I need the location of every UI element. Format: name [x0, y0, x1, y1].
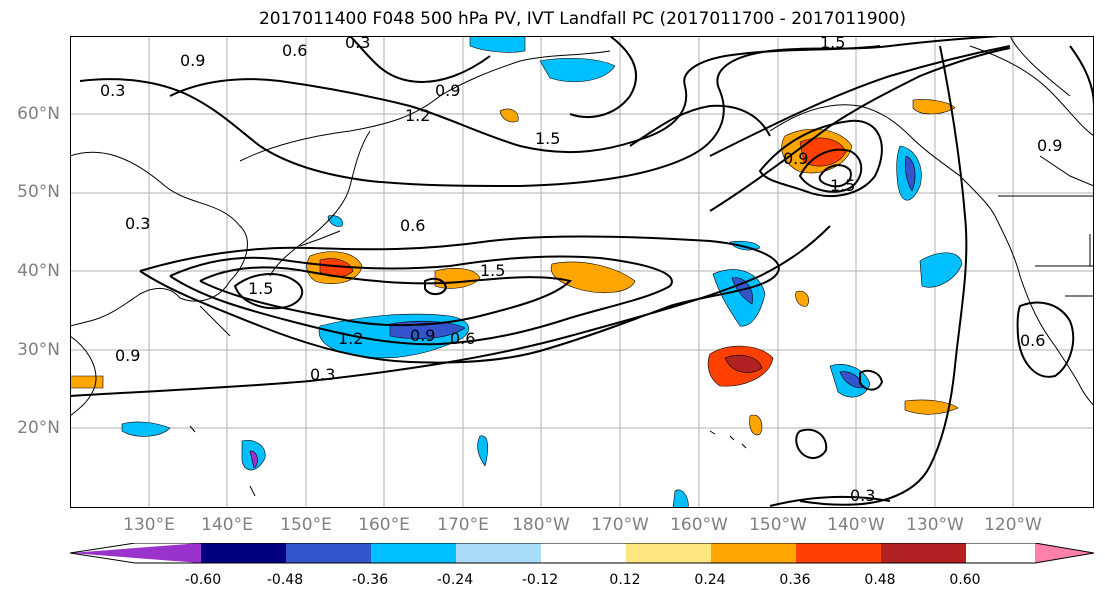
colorbar-segment [1035, 543, 1094, 563]
map-title: 2017011400 F048 500 hPa PV, IVT Landfall… [258, 9, 906, 29]
anomaly-negative [904, 155, 916, 192]
colorbar-segment [70, 543, 201, 563]
contour-label: 0.6 [450, 329, 475, 348]
contour-label: 0.3 [850, 486, 875, 505]
colorbar-tick-label: 0.36 [779, 572, 811, 588]
map-panel[interactable]: 0.3 0.3 0.3 0.3 0.3 0.6 0.6 0.6 0.6 0.9 … [70, 36, 1094, 508]
contour-label: 0.3 [345, 36, 370, 52]
colorbar-tick-label: 0.12 [609, 572, 641, 588]
anomaly-positive [499, 108, 519, 123]
lat-label: 40°N [17, 261, 60, 281]
colorbar-tick-label: -0.12 [521, 572, 559, 588]
colorbar-segment [711, 543, 796, 563]
anomaly-negative [672, 489, 689, 508]
contour-labels: 0.3 0.3 0.3 0.3 0.3 0.6 0.6 0.6 0.6 0.9 … [100, 36, 1062, 505]
anomaly-positive [904, 399, 959, 415]
lon-label: 130°E [123, 515, 175, 535]
contour-label: 0.9 [435, 81, 460, 100]
anomaly-positive [799, 137, 847, 167]
coastlines [70, 36, 1094, 497]
contour-label: 1.5 [248, 279, 273, 298]
colorbar-segment [541, 543, 626, 563]
colorbar-segment [456, 543, 541, 563]
contour-label: 0.3 [310, 365, 335, 384]
anomaly-negative [327, 215, 343, 227]
colorbar-tick-label: 0.24 [694, 572, 726, 588]
contour-label: 1.2 [338, 329, 363, 348]
contour-label: 1.2 [405, 106, 430, 125]
contour-label: 1.5 [535, 129, 560, 148]
lon-label: 150°E [280, 515, 332, 535]
anomaly-positive [70, 375, 104, 389]
anomaly-positive [724, 355, 763, 373]
contour-label: 0.6 [400, 216, 425, 235]
lat-label: 30°N [17, 340, 60, 360]
contour-label: 0.9 [783, 149, 808, 168]
contour-label: 0.6 [282, 41, 307, 60]
colorbar-tick-label: 0.60 [949, 572, 981, 588]
contour-label: 1.5 [480, 261, 505, 280]
contour-label: 0.3 [125, 214, 150, 233]
colorbar-tick-label: -0.48 [266, 572, 304, 588]
contour-label: 0.9 [115, 346, 140, 365]
lon-label: 140°E [201, 515, 253, 535]
colorbar-segment [371, 543, 456, 563]
anomaly-negative [477, 435, 489, 467]
contour-label: 0.9 [1037, 136, 1062, 155]
lon-label: 160°E [358, 515, 410, 535]
anomaly-negative [249, 450, 258, 469]
lon-label: 140°W [827, 515, 885, 535]
contour-label: 0.3 [100, 81, 125, 100]
colorbar-segment [626, 543, 711, 563]
colorbar-tick-label: 0.48 [864, 572, 896, 588]
contour-label: 0.6 [1020, 331, 1045, 350]
anomaly-negative [712, 269, 766, 327]
colorbar-segment [286, 543, 371, 563]
lon-label: 180°W [512, 515, 570, 535]
colorbar-segment [796, 543, 881, 563]
anomaly-negative [839, 371, 863, 389]
contour-label: 0.9 [180, 51, 205, 70]
contour-label: 0.9 [410, 326, 435, 345]
map-frame [70, 36, 1094, 508]
colorbar-tick-label: -0.60 [184, 572, 222, 588]
lon-label: 170°E [437, 515, 489, 535]
colorbar-segment [881, 543, 966, 563]
anomaly-positive [795, 290, 809, 307]
anomaly-negative [919, 252, 963, 288]
anomaly-negative [539, 57, 616, 83]
lon-label: 120°W [984, 515, 1042, 535]
lon-label: 150°W [749, 515, 807, 535]
anomaly-negative [121, 421, 171, 437]
lon-label: 170°W [591, 515, 649, 535]
anomaly-negative [729, 240, 761, 251]
anomaly-positive [912, 99, 956, 115]
colorbar-tick-label: -0.24 [436, 572, 474, 588]
lon-label: 160°W [670, 515, 728, 535]
lat-label: 60°N [17, 104, 60, 124]
lon-label: 130°W [906, 515, 964, 535]
pv-contours [70, 36, 1094, 507]
contour-label: 1.5 [820, 36, 845, 52]
colorbar-tick-label: -0.36 [351, 572, 389, 588]
contour-label: 1.5 [830, 176, 855, 195]
ivt-anomaly-shading [70, 36, 963, 508]
anomaly-positive [749, 414, 763, 436]
colorbar-segment [201, 543, 286, 563]
lat-label: 50°N [17, 182, 60, 202]
colorbar [70, 543, 1094, 564]
anomaly-negative [469, 36, 526, 53]
lat-label: 20°N [17, 418, 60, 438]
